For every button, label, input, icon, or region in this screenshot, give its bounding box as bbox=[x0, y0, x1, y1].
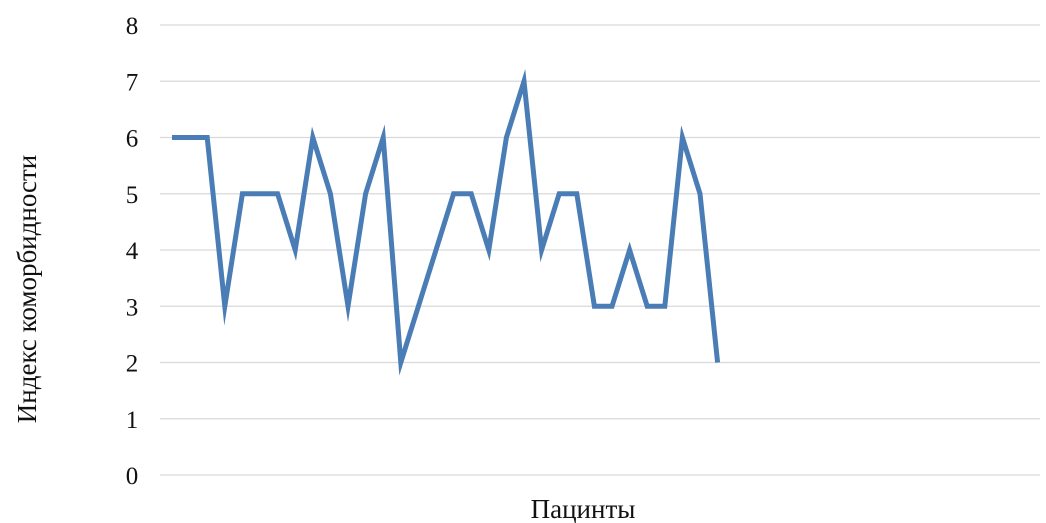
series-layer bbox=[172, 68, 721, 376]
y-tick-label: 7 bbox=[126, 69, 139, 96]
y-tick-labels: 0 1 2 3 4 5 6 7 8 bbox=[126, 13, 139, 490]
grid-lines bbox=[160, 24, 1040, 476]
y-tick-label: 3 bbox=[126, 294, 139, 321]
y-tick-label: 0 bbox=[126, 463, 139, 490]
y-tick-label: 2 bbox=[126, 351, 139, 378]
y-tick-label: 6 bbox=[126, 126, 139, 153]
y-tick-label: 8 bbox=[126, 13, 139, 40]
y-tick-label: 5 bbox=[126, 182, 139, 209]
y-tick-label: 1 bbox=[126, 407, 139, 434]
y-axis-label: Индекс коморбидности bbox=[12, 155, 42, 423]
x-axis-label: Пацинты bbox=[531, 494, 636, 523]
y-tick-label: 4 bbox=[126, 238, 139, 265]
series-line-0 bbox=[172, 68, 721, 376]
